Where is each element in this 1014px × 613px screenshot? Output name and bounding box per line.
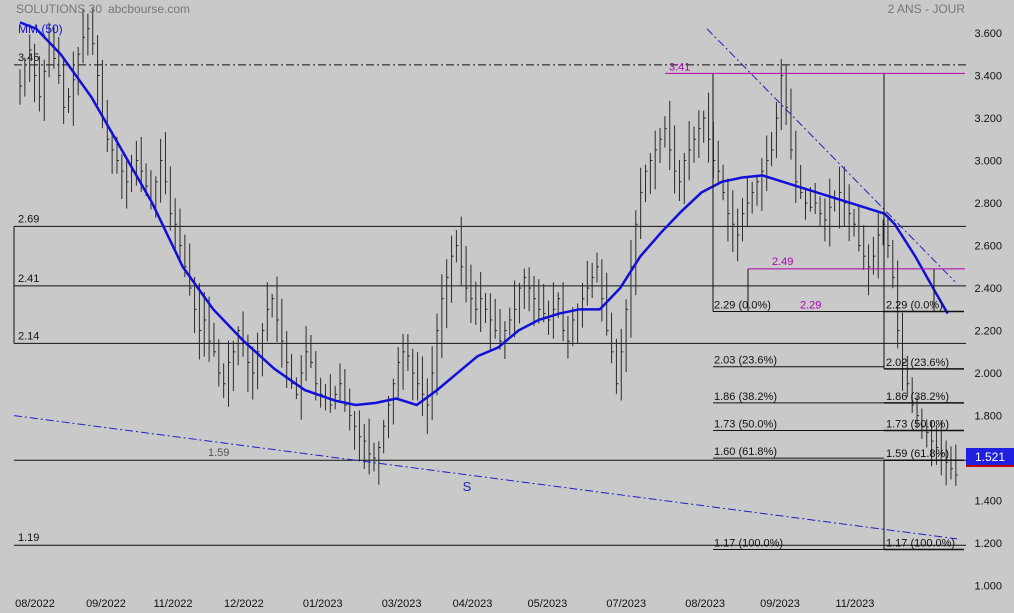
fib-left-label: 1.17 (100.0%)	[714, 537, 783, 549]
fib-left-label: 1.60 (61.8%)	[714, 446, 777, 458]
level-label: 2.41	[18, 273, 39, 285]
x-tick-label: 11/2023	[835, 598, 874, 610]
chart-period: 2 ANS - JOUR	[888, 2, 966, 16]
x-tick-label: 09/2022	[86, 598, 126, 610]
resistance-trendline	[706, 28, 956, 283]
fib-right-label: 1.73 (50.0%)	[886, 418, 949, 430]
y-tick-label: 1.800	[974, 411, 1002, 423]
fib-right-label: 1.59 (61.8%)	[886, 448, 949, 460]
price-bars	[19, 7, 958, 486]
fib-right-label: 2.02 (23.6%)	[886, 357, 949, 369]
level-label: 1.19	[18, 532, 39, 544]
fib-right-label: 1.17 (100.0%)	[886, 537, 955, 549]
chart-source: abcbourse.com	[108, 2, 190, 16]
chart-title: SOLUTIONS 30	[16, 2, 102, 16]
level-label: 2.69	[18, 213, 39, 225]
magenta-label: 3.41	[669, 61, 690, 73]
x-tick-label: 04/2023	[453, 598, 493, 610]
y-tick-label: 3.600	[974, 28, 1002, 40]
x-tick-label: 11/2022	[153, 598, 192, 610]
y-tick-label: 2.400	[974, 283, 1002, 295]
y-tick-label: 2.800	[974, 198, 1002, 210]
y-tick-label: 2.000	[974, 368, 1002, 380]
y-tick-label: 1.400	[974, 496, 1002, 508]
level-label: 2.14	[18, 330, 39, 342]
x-tick-label: 08/2022	[15, 598, 55, 610]
last-price-tag	[966, 448, 1014, 466]
annotation-s: S	[463, 479, 472, 494]
y-tick-label: 3.400	[974, 71, 1002, 83]
fib-right-label: 2.29 (0.0%)	[886, 299, 943, 311]
level-label: 1.59	[208, 447, 229, 459]
support-trendline	[13, 415, 958, 540]
fib-left-label: 2.29 (0.0%)	[714, 299, 771, 311]
y-tick-label: 3.200	[974, 113, 1002, 125]
y-tick-label: 1.000	[974, 581, 1002, 593]
x-tick-label: 12/2022	[224, 598, 264, 610]
y-tick-label: 2.200	[974, 326, 1002, 338]
ma50-line	[19, 21, 949, 407]
fib-left-label: 2.03 (23.6%)	[714, 355, 777, 367]
x-tick-label: 03/2023	[382, 598, 422, 610]
y-tick-label: 1.200	[974, 538, 1002, 550]
ma-legend: MM (50)	[18, 22, 63, 36]
x-tick-label: 09/2023	[760, 598, 800, 610]
x-tick-label: 05/2023	[528, 598, 568, 610]
x-tick-label: 08/2023	[685, 598, 725, 610]
last-price-label: 1.521	[975, 450, 1005, 464]
fib-right-label: 1.86 (38.2%)	[886, 391, 949, 403]
magenta-label: 2.49	[772, 256, 793, 268]
y-tick-label: 3.000	[974, 156, 1002, 168]
level-label: 3.45	[18, 52, 39, 64]
x-tick-label: 01/2023	[303, 598, 343, 610]
magenta-label: 2.29	[800, 299, 821, 311]
fib-left-label: 1.86 (38.2%)	[714, 391, 777, 403]
x-tick-label: 07/2023	[606, 598, 646, 610]
fib-left-label: 1.73 (50.0%)	[714, 418, 777, 430]
y-tick-label: 2.600	[974, 241, 1002, 253]
